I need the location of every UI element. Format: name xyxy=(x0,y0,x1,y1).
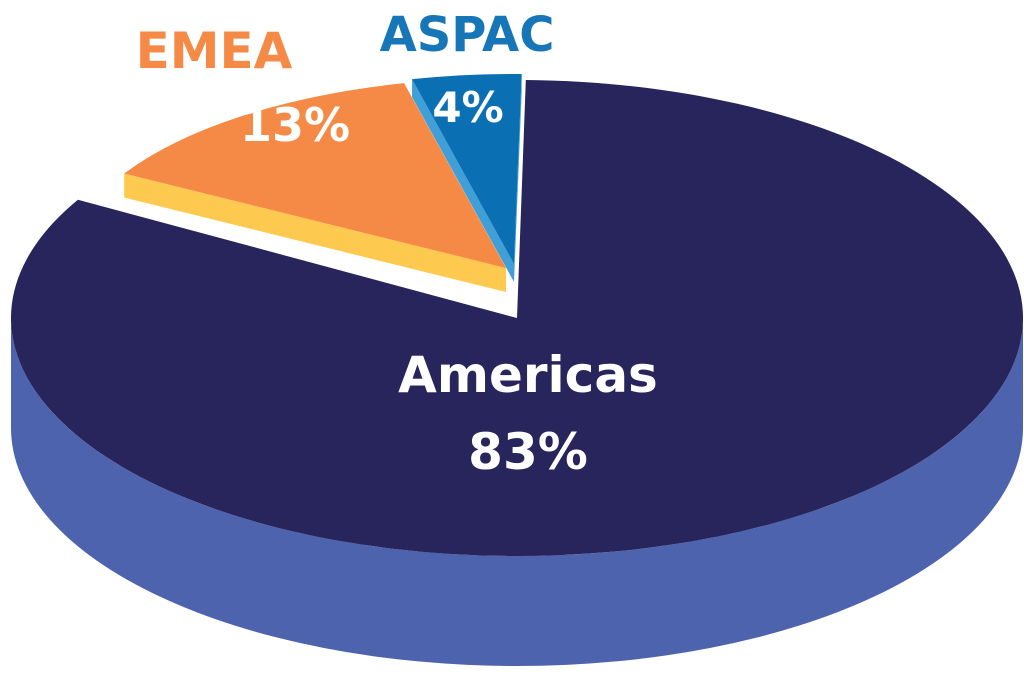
slice-side-americas xyxy=(11,318,1023,666)
slice-edge-aspac xyxy=(412,74,522,283)
slice-depth-layer xyxy=(11,74,1023,666)
slice-name-americas: Americas xyxy=(398,346,658,404)
slice-name-aspac: ASPAC xyxy=(380,7,555,63)
slice-name-emea: EMEA xyxy=(136,22,293,80)
slice-aspac xyxy=(412,74,522,264)
slice-edge-emea xyxy=(124,83,506,293)
slice-value-aspac: 4% xyxy=(432,83,503,132)
slice-value-emea: 13% xyxy=(240,98,350,152)
slice-emea xyxy=(124,83,506,269)
slice-value-americas: 83% xyxy=(468,423,588,481)
slice-top-layer xyxy=(11,74,1023,556)
slice-americas xyxy=(11,80,1023,556)
